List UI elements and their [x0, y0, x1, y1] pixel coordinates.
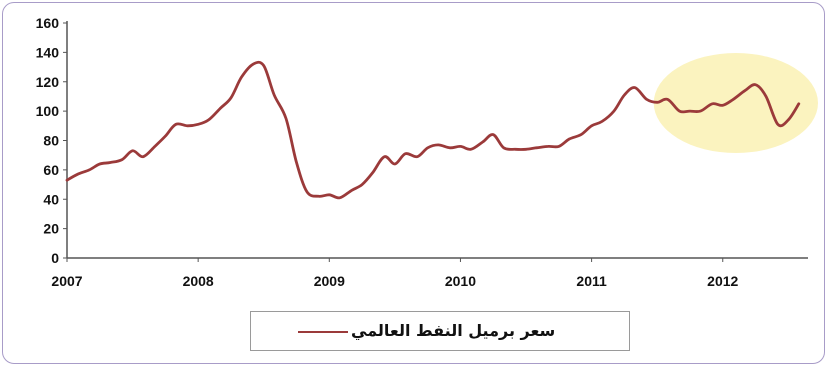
legend-swatch [298, 331, 348, 333]
y-tick-label: 140 [36, 44, 60, 60]
series-line [65, 60, 801, 200]
y-tick-label: 40 [43, 191, 59, 207]
highlight-ellipse [653, 53, 818, 153]
x-tick-label: 2009 [314, 273, 345, 289]
legend-label: سعر برميل النفط العالمي [351, 321, 556, 340]
y-tick-label: 100 [36, 103, 60, 119]
axes [66, 21, 808, 259]
x-tick-label: 2011 [576, 273, 607, 289]
x-axis-ticks: 2007 2008 2009 2010 2011 2012 [51, 258, 739, 289]
series-layer [65, 60, 801, 200]
y-tick-label: 0 [51, 250, 59, 266]
y-tick-label: 20 [43, 221, 59, 237]
y-tick-label: 60 [43, 162, 59, 178]
legend: سعر برميل النفط العالمي [250, 311, 630, 351]
x-tick-label: 2007 [51, 273, 82, 289]
chart-frame [2, 2, 825, 364]
y-axis-ticks: 0 20 40 60 80 100 120 140 160 [36, 15, 67, 266]
y-tick-label: 160 [36, 15, 60, 31]
x-tick-label: 2010 [445, 273, 476, 289]
y-tick-label: 120 [36, 74, 60, 90]
x-tick-label: 2008 [183, 273, 214, 289]
y-tick-label: 80 [43, 133, 59, 149]
x-tick-label: 2012 [707, 273, 738, 289]
